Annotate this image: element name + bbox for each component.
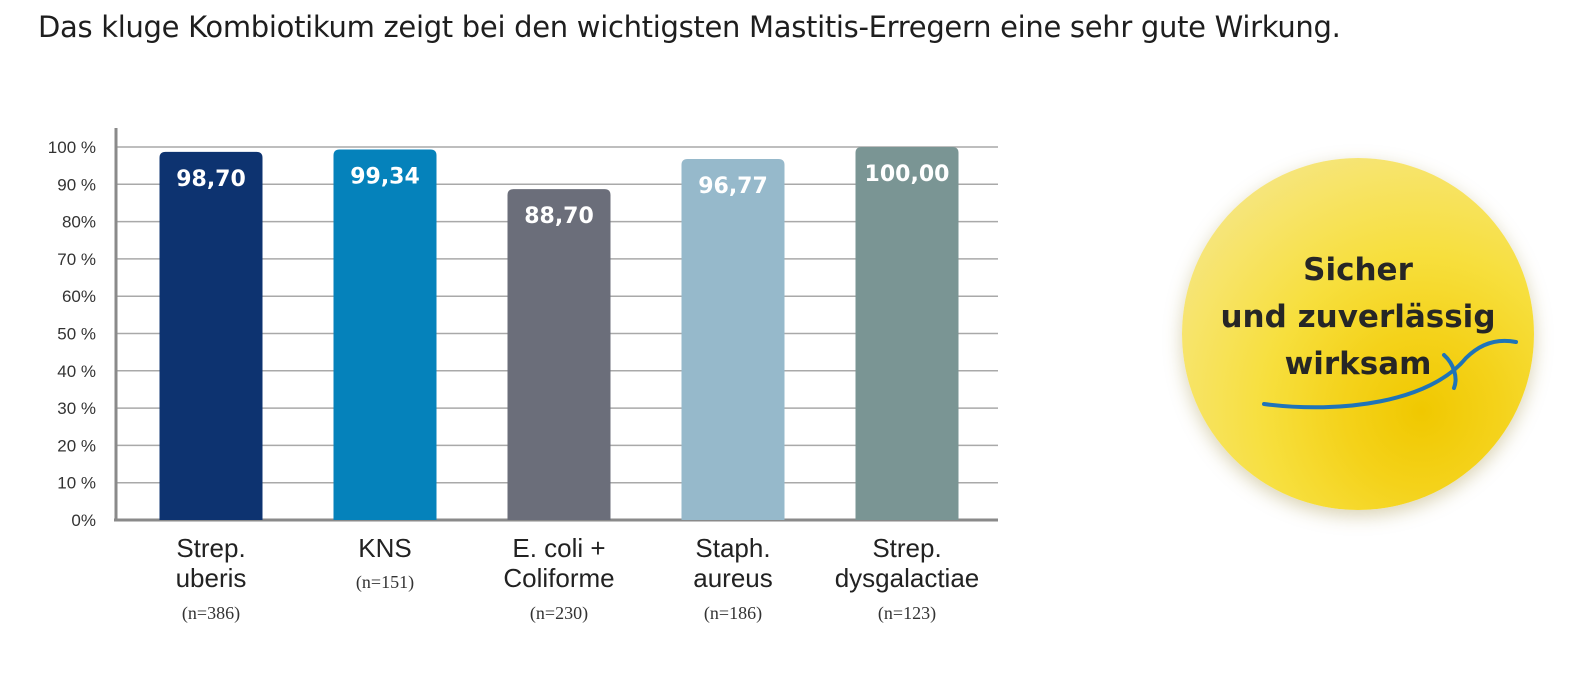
badge-line-1: Sicher	[1303, 252, 1413, 288]
bar-value-label: 96,77	[698, 174, 768, 199]
bar	[855, 147, 959, 520]
x-sample-size-label: (n=123)	[878, 603, 936, 624]
y-tick-label: 20 %	[57, 436, 96, 455]
x-category-label: Strep.	[176, 533, 245, 563]
badge-line-3: wirksam	[1284, 346, 1432, 382]
x-sample-size-label: (n=186)	[704, 603, 762, 624]
x-category-label: aureus	[693, 563, 773, 593]
y-tick-label: 40 %	[57, 362, 96, 381]
y-tick-label: 60%	[62, 287, 96, 306]
bar-value-label: 100,00	[865, 162, 950, 187]
bar-value-label: 98,70	[176, 167, 246, 192]
x-sample-size-label: (n=230)	[530, 603, 588, 624]
x-category-label: Staph.	[695, 533, 770, 563]
x-category-label: Coliforme	[503, 563, 614, 593]
x-category-label: KNS	[358, 533, 411, 563]
bar-value-label: 99,34	[350, 164, 420, 189]
x-category-label: dysgalactiae	[835, 563, 980, 593]
y-tick-label: 50 %	[57, 325, 96, 344]
x-category-label: Strep.	[872, 533, 941, 563]
bar	[681, 159, 785, 520]
y-tick-label: 90 %	[57, 175, 96, 194]
y-tick-label: 30 %	[57, 399, 96, 418]
y-tick-label: 70 %	[57, 250, 96, 269]
bar-chart: 0% 10 % 20 % 30 % 40 % 50 % 60% 70 % 80% 90 % 100 …	[48, 128, 998, 624]
x-sample-size-label: (n=386)	[182, 603, 240, 624]
bar	[507, 189, 611, 521]
badge-line-2: und zuverlässig	[1220, 299, 1496, 335]
quality-badge: Sicher und zuverlässig wirksam	[1182, 158, 1534, 510]
y-tick-label: 100 %	[48, 138, 96, 157]
x-category-label: uberis	[176, 563, 247, 593]
y-tick-label: 10 %	[57, 474, 96, 493]
swoosh-logo-icon	[1262, 338, 1518, 410]
y-tick-label: 80%	[62, 213, 96, 232]
x-category-label: E. coli +	[512, 533, 605, 563]
y-tick-label: 0%	[71, 511, 96, 530]
bar	[159, 151, 263, 520]
bar	[333, 149, 437, 521]
page-title: Das kluge Kombiotikum zeigt bei den wich…	[38, 10, 1341, 44]
bar-value-label: 88,70	[524, 204, 594, 229]
x-sample-size-label: (n=151)	[356, 572, 414, 593]
